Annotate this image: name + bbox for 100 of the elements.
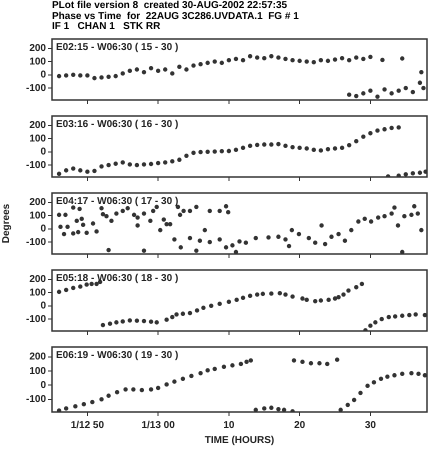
- point: [326, 58, 330, 64]
- point: [396, 88, 401, 93]
- y-tick-label: 0: [40, 300, 46, 312]
- point: [276, 142, 281, 146]
- point: [89, 282, 94, 286]
- y-tick-label: 200: [29, 352, 46, 363]
- point: [418, 170, 422, 175]
- point: [290, 144, 295, 150]
- point: [205, 368, 210, 373]
- point: [341, 292, 346, 297]
- point: [297, 58, 302, 64]
- point: [400, 314, 404, 318]
- point: [385, 374, 390, 379]
- point: [120, 319, 125, 324]
- point: [128, 162, 132, 167]
- y-axis-title: Degrees: [0, 203, 12, 244]
- point: [407, 312, 412, 318]
- point: [292, 358, 296, 363]
- point: [82, 402, 86, 406]
- y-tick-label: 100: [29, 366, 46, 377]
- point: [90, 400, 95, 404]
- point: [56, 290, 62, 294]
- point: [198, 150, 203, 154]
- x-tick-label: 10: [223, 420, 235, 431]
- point: [332, 57, 338, 62]
- point: [262, 406, 266, 411]
- point: [56, 172, 62, 176]
- chart-title: E04:17 - W06:30 ( 17 - 30 ): [56, 196, 178, 207]
- point: [92, 76, 97, 80]
- point: [334, 358, 340, 362]
- point: [154, 320, 159, 325]
- point: [71, 286, 76, 290]
- chart-title: E02:15 - W06:30 ( 15 - 30 ): [56, 42, 178, 53]
- point: [297, 146, 302, 150]
- point: [313, 298, 318, 304]
- x-tick-label: 1/13 00: [141, 420, 176, 431]
- point: [389, 91, 394, 96]
- point: [332, 296, 338, 301]
- point: [312, 148, 316, 152]
- point: [352, 398, 356, 402]
- point: [134, 67, 140, 72]
- y-tick-label: 200: [29, 120, 46, 132]
- point: [354, 138, 358, 144]
- point: [318, 298, 324, 303]
- point: [422, 373, 427, 378]
- x-axis-title: TIME (HOURS): [204, 434, 274, 446]
- point: [338, 408, 343, 412]
- y-tick-label: 0: [40, 380, 46, 391]
- x-tick-label: 30: [364, 420, 376, 431]
- point: [400, 372, 404, 376]
- point: [217, 302, 222, 306]
- y-tick-label: 100: [29, 133, 46, 144]
- point: [226, 58, 232, 62]
- point: [128, 68, 132, 74]
- point: [240, 296, 246, 300]
- point: [120, 160, 125, 165]
- point: [230, 363, 235, 368]
- point: [400, 56, 404, 61]
- point: [318, 148, 324, 153]
- point: [332, 146, 338, 151]
- point: [174, 312, 179, 317]
- point: [78, 284, 82, 289]
- y-tick-label: 100: [29, 56, 46, 68]
- point: [212, 59, 217, 64]
- point: [326, 146, 330, 152]
- point: [85, 73, 90, 78]
- point: [106, 74, 111, 79]
- point: [361, 56, 366, 62]
- point: [78, 73, 82, 78]
- y-tick-label: 0: [40, 146, 46, 158]
- point: [244, 360, 249, 364]
- point: [56, 74, 62, 78]
- point: [212, 366, 217, 372]
- y-tick-label: 0: [40, 224, 46, 235]
- point: [260, 292, 266, 296]
- point: [134, 162, 140, 168]
- point: [94, 282, 99, 286]
- point: [365, 384, 370, 388]
- point: [404, 86, 408, 90]
- point: [85, 169, 90, 174]
- point: [248, 294, 252, 298]
- point: [99, 397, 104, 402]
- point: [386, 314, 391, 320]
- point: [372, 380, 376, 385]
- point: [56, 408, 62, 412]
- point: [340, 56, 344, 60]
- y-tick-label: -100: [26, 160, 46, 171]
- y-tick-label: 0: [40, 70, 46, 81]
- y-tick-label: 200: [29, 197, 46, 208]
- point: [184, 154, 189, 158]
- point: [148, 162, 154, 166]
- point: [73, 404, 78, 409]
- point: [134, 318, 140, 323]
- point: [170, 159, 174, 164]
- text: Phase vs Time for 22AUG 3C286.UVDATA.1 FG # 1: [52, 10, 300, 22]
- point: [346, 288, 351, 293]
- point: [177, 64, 182, 70]
- point: [238, 362, 244, 366]
- point: [276, 406, 281, 412]
- point: [380, 316, 384, 322]
